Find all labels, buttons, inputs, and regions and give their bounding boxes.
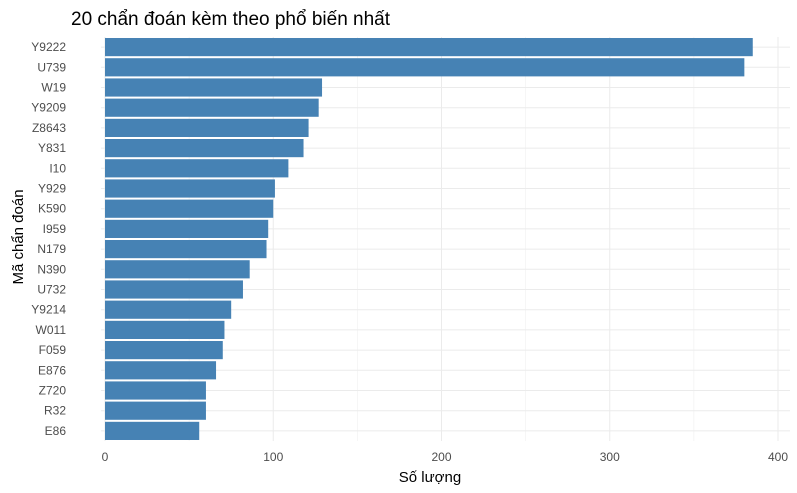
y-tick-label: Y9214: [31, 303, 66, 317]
bar-U739: [105, 58, 745, 77]
y-tick-label: U732: [37, 283, 66, 297]
x-tick-label: 400: [768, 450, 788, 464]
y-tick-label: R32: [44, 404, 66, 418]
y-axis-title: Mã chẩn đoán: [10, 189, 27, 284]
bar-Y929: [105, 179, 275, 198]
x-tick-label: 100: [263, 450, 283, 464]
y-tick-label: I959: [43, 222, 67, 236]
x-tick-labels: 0 100 200 300 400: [102, 450, 789, 464]
bar-Y9222: [105, 38, 753, 57]
y-tick-label: Z720: [39, 384, 67, 398]
y-tick-label: Z8643: [32, 121, 66, 135]
bar-E86: [105, 421, 200, 440]
y-tick-label: N179: [37, 242, 66, 256]
y-tick-label: W19: [41, 81, 66, 95]
x-axis-title: Số lượng: [399, 469, 461, 486]
y-tick-label: E876: [38, 363, 66, 377]
y-tick-label: W011: [36, 323, 67, 337]
bar-R32: [105, 401, 206, 420]
x-tick-label: 0: [102, 450, 109, 464]
bar-I10: [105, 159, 289, 178]
bar-Z8643: [105, 118, 309, 137]
x-tick-label: 200: [431, 450, 451, 464]
bar-Y9214: [105, 300, 232, 319]
y-tick-label: Y9222: [31, 40, 66, 54]
bar-W19: [105, 78, 323, 97]
grid: [101, 37, 790, 441]
bar-W011: [105, 320, 225, 339]
bars: [105, 38, 753, 440]
y-tick-label: N390: [37, 262, 66, 276]
bar-K590: [105, 199, 274, 218]
x-tick-label: 300: [600, 450, 620, 464]
y-tick-label: U739: [37, 60, 66, 74]
chart-title: 20 chẩn đoán kèm theo phổ biến nhất: [71, 9, 391, 30]
y-tick-label: Y831: [38, 141, 66, 155]
y-tick-label: K590: [38, 202, 66, 216]
bar-Y831: [105, 139, 304, 158]
y-tick-label: Y9209: [31, 101, 66, 115]
bar-N179: [105, 240, 267, 259]
y-tick-labels: Y9222 U739 W19 Y9209 Z8643 Y831 I10 Y929 K590 I95…: [31, 40, 66, 438]
bar-F059: [105, 341, 223, 360]
bar-Z720: [105, 381, 206, 400]
y-tick-label: Y929: [38, 182, 66, 196]
y-tick-label: I10: [49, 161, 66, 175]
y-tick-label: F059: [39, 343, 67, 357]
bar-I959: [105, 219, 269, 238]
bar-U732: [105, 280, 243, 299]
bar-Y9209: [105, 98, 319, 117]
y-tick-label: E86: [45, 424, 67, 438]
bar-E876: [105, 361, 217, 380]
bar-N390: [105, 260, 250, 279]
